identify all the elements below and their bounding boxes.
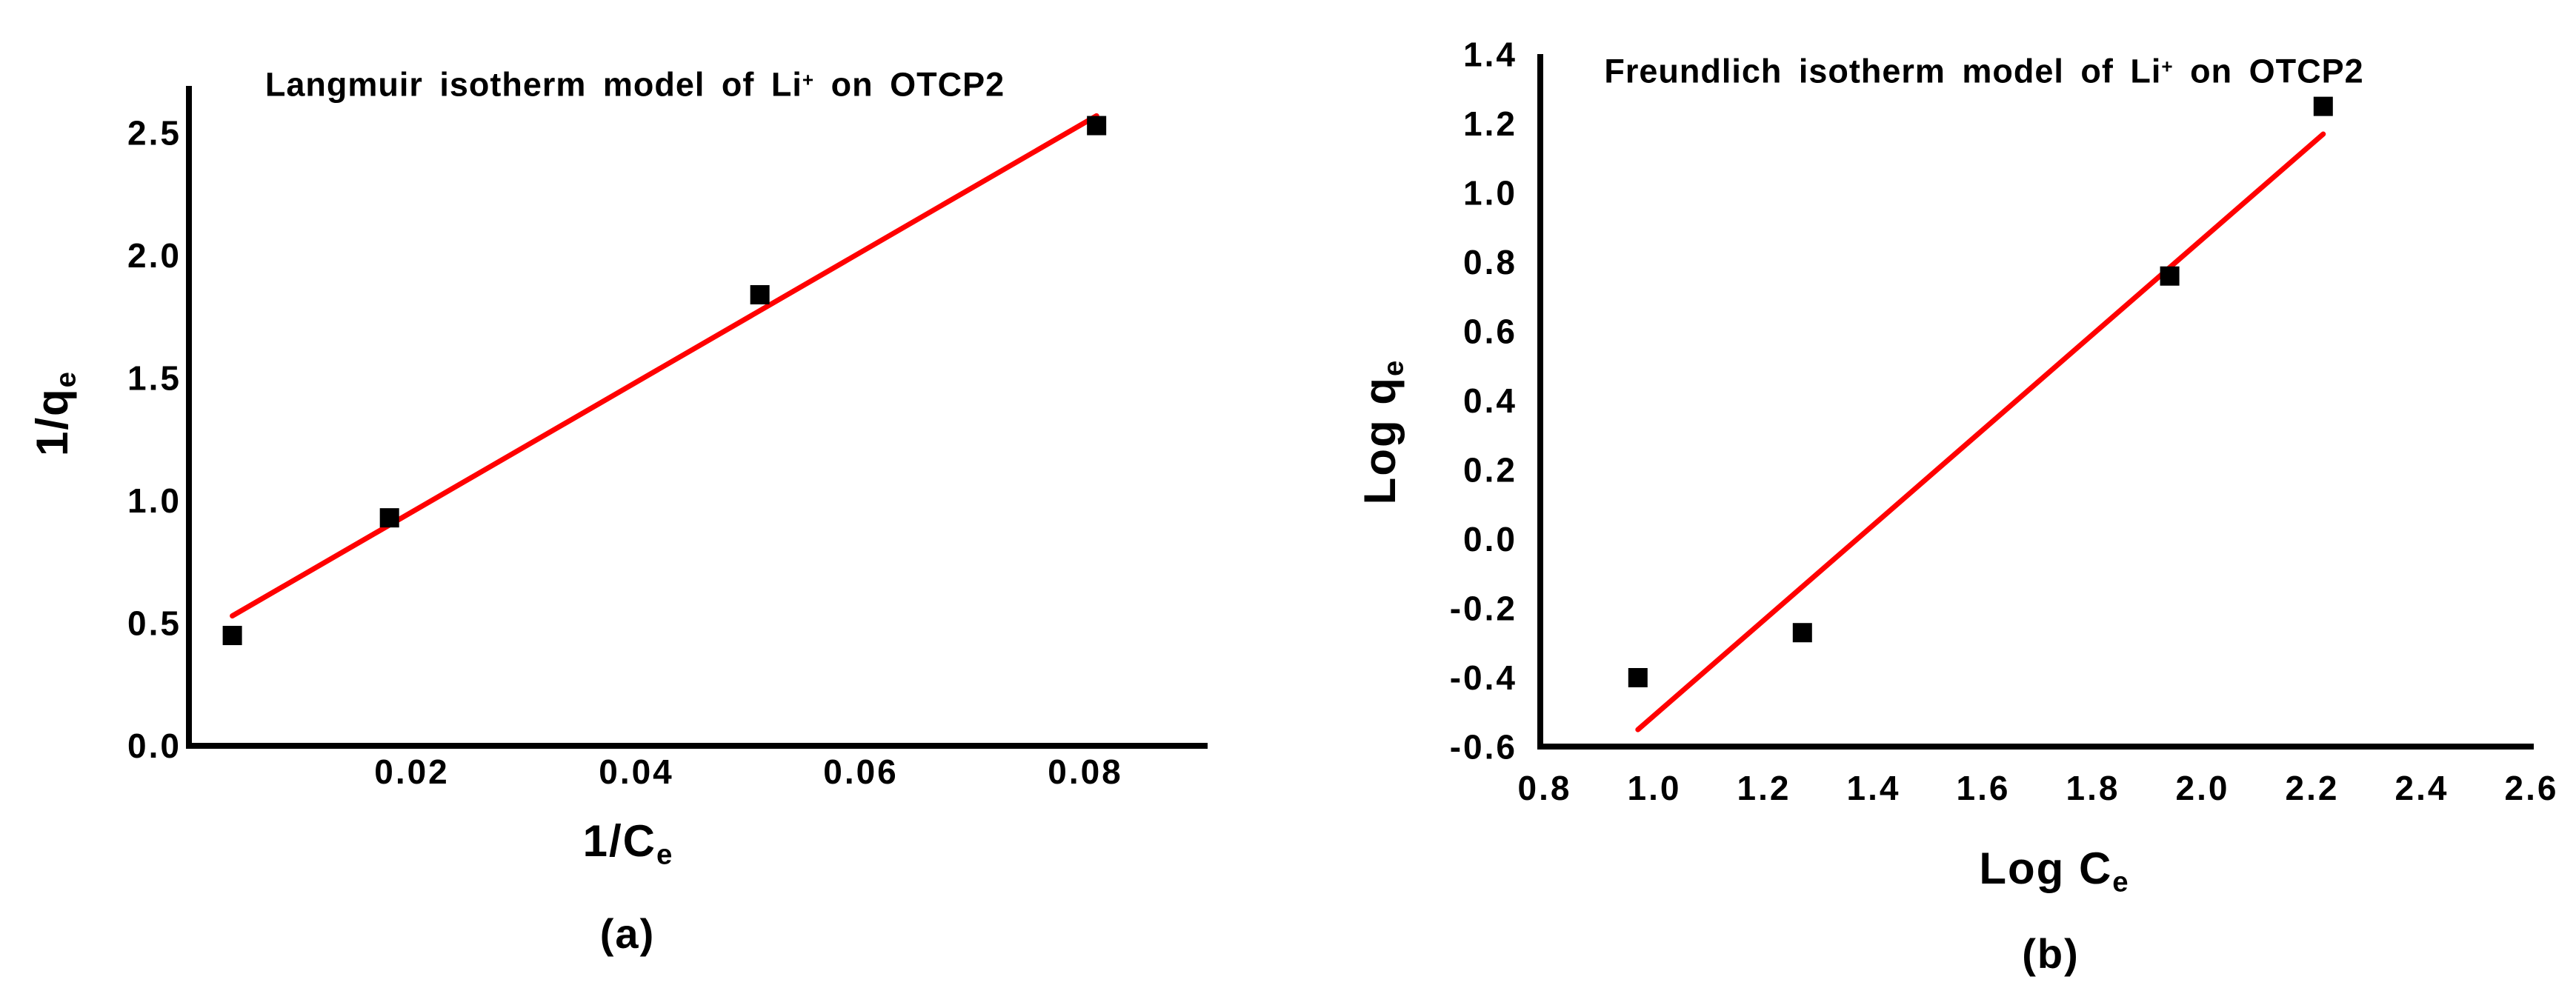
chart-a-y-tick-label: 0.0 — [127, 727, 182, 765]
chart-a-x-axis-label: 1/Ce — [582, 815, 674, 871]
chart-b-x-tick-label: 1.6 — [1957, 769, 2011, 807]
chart-b-x-tick-label: 2.2 — [2286, 769, 2340, 807]
chart-a-data-point — [222, 626, 242, 646]
chart-b-x-tick-label: 2.6 — [2505, 769, 2559, 807]
chart-b-x-tick-label: 2.4 — [2395, 769, 2449, 807]
chart-b-x-axis-label-main: Log C — [1979, 843, 2113, 893]
chart-a-y-axis-label-main: 1/q — [27, 387, 77, 457]
chart-b-title-text-end: on OTCP2 — [2173, 52, 2364, 90]
chart-a-title: Langmuir isotherm model of Li+ on OTCP2 — [265, 68, 1005, 101]
chart-b-y-tick-label: 0.6 — [1463, 313, 1517, 351]
chart-b-y-axis-label-subscript: e — [1377, 358, 1410, 377]
chart-b-x-axis-label-subscript: e — [2112, 866, 2130, 898]
chart-b-x-tick-label: 1.2 — [1737, 769, 1791, 807]
chart-a-y-tick-label: 2.0 — [127, 236, 182, 275]
chart-a-x-tick-label: 0.08 — [1048, 752, 1123, 791]
chart-a-y-tick-label: 2.5 — [127, 114, 182, 153]
chart-b-y-tick-label: -0.4 — [1450, 658, 1517, 697]
chart-b-axes — [1537, 54, 2534, 750]
chart-a-y-tick-label: 0.5 — [127, 604, 182, 643]
chart-a-title-text: Langmuir isotherm model of Li — [264, 65, 802, 104]
chart-b-x-tick-label: 1.0 — [1628, 769, 1682, 807]
chart-a-fit-line — [230, 113, 1099, 619]
chart-b-x-tick-label: 0.8 — [1518, 769, 1572, 807]
chart-b-y-tick-label: 1.0 — [1463, 174, 1517, 213]
chart-b-y-tick-label: -0.2 — [1450, 590, 1517, 628]
chart-b-data-point — [2160, 266, 2180, 286]
chart-b-data-point — [1628, 668, 1648, 687]
chart-b-fit-line — [1635, 131, 2326, 732]
chart-b-y-tick-label: 1.4 — [1463, 36, 1517, 74]
chart-b-x-tick-label: 2.0 — [2176, 769, 2230, 807]
chart-b-title-superscript: + — [2161, 55, 2174, 78]
chart-b-x-tick-label: 1.8 — [2066, 769, 2120, 807]
chart-a-title-text-end: on OTCP2 — [814, 65, 1005, 104]
chart-a-axes — [186, 86, 1208, 749]
chart-b-data-point — [1792, 623, 1812, 643]
chart-a-y-tick-label: 1.5 — [127, 359, 182, 398]
chart-a-y-axis-label-subscript: e — [50, 370, 82, 388]
chart-b-y-tick-label: 0.4 — [1463, 381, 1517, 420]
chart-a-x-axis-label-main: 1/C — [582, 815, 657, 866]
chart-a-x-tick-label: 0.06 — [823, 752, 899, 791]
chart-b-y-tick-label: 0.8 — [1463, 243, 1517, 281]
chart-b-title: Freundlich isotherm model of Li+ on OTCP… — [1604, 55, 2363, 88]
chart-b-y-tick-label: -0.6 — [1450, 728, 1517, 767]
chart-a-data-point — [379, 508, 399, 528]
chart-b-y-axis-label: Log qe — [1354, 358, 1410, 505]
chart-b-x-axis-label: Log Ce — [1979, 843, 2130, 898]
chart-a-data-point — [1087, 116, 1107, 136]
chart-a-x-tick-label: 0.02 — [374, 752, 450, 791]
chart-a-caption: (a) — [599, 910, 656, 957]
chart-a-x-axis-label-subscript: e — [656, 838, 674, 871]
chart-b-title-text: Freundlich isotherm model of Li — [1604, 52, 2162, 90]
chart-b-caption: (b) — [2022, 930, 2080, 977]
chart-b-data-point — [2313, 96, 2333, 116]
chart-b-y-tick-label: 0.2 — [1463, 451, 1517, 490]
chart-b-x-tick-label: 1.4 — [1847, 769, 1901, 807]
chart-b-y-axis-label-main: Log q — [1354, 376, 1405, 505]
chart-a-title-superscript: + — [802, 68, 815, 91]
chart-b-y-tick-label: 0.0 — [1463, 520, 1517, 558]
chart-a-x-tick-label: 0.04 — [599, 752, 674, 791]
chart-a-y-tick-label: 1.0 — [127, 481, 182, 520]
chart-a-y-axis-label: 1/qe — [27, 370, 82, 457]
chart-b-y-tick-label: 1.2 — [1463, 104, 1517, 143]
chart-a-data-point — [750, 284, 770, 304]
